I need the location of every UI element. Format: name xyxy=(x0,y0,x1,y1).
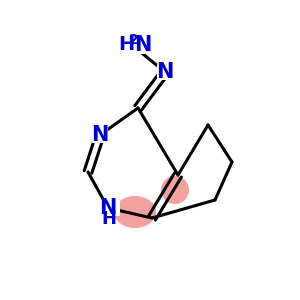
Text: N: N xyxy=(99,198,117,218)
Text: N: N xyxy=(91,125,109,145)
Text: H: H xyxy=(118,35,134,55)
Text: H: H xyxy=(101,210,116,228)
Text: 2: 2 xyxy=(129,33,139,47)
FancyBboxPatch shape xyxy=(116,36,148,54)
Ellipse shape xyxy=(114,196,156,228)
Text: N: N xyxy=(134,35,152,55)
FancyBboxPatch shape xyxy=(96,200,120,216)
Text: N: N xyxy=(156,62,174,82)
FancyBboxPatch shape xyxy=(92,127,108,143)
FancyBboxPatch shape xyxy=(157,64,173,80)
Ellipse shape xyxy=(161,176,189,204)
